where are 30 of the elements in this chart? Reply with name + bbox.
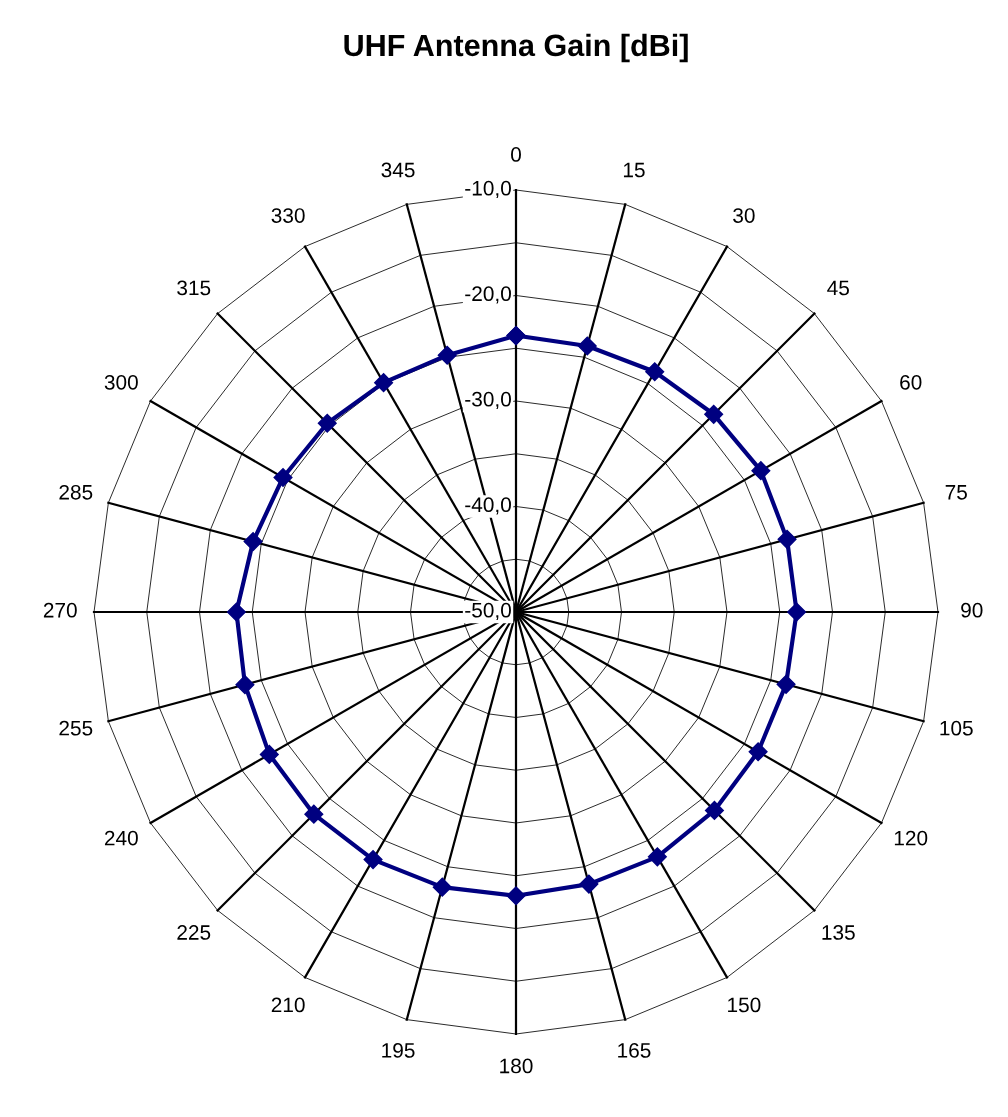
spoke-label: 135 [822,925,855,940]
spoke-label: 120 [894,830,928,846]
spoke-label: 330 [271,208,305,223]
spoke-label: 75 [945,485,967,500]
spoke-label: 315 [177,280,211,296]
spoke-label: 240 [104,830,138,846]
spoke-label: 45 [827,280,849,296]
y-tick-label: -30,0 [465,391,511,410]
spoke-label: 180 [500,1058,533,1074]
spoke-label: 30 [733,208,755,223]
spoke-label: 210 [271,997,305,1013]
spoke-label: 195 [382,1043,415,1058]
spoke-label: 150 [728,997,761,1013]
spoke-label: 345 [381,162,415,178]
chart-title: UHF Antenna Gain [dBi] [344,33,688,63]
y-tick-label: -20,0 [465,286,511,304]
spoke-label: 15 [623,162,645,178]
spoke-label: 225 [177,925,211,940]
spoke-label: 60 [900,374,922,390]
spoke-label: 0 [511,147,521,162]
spoke-label: 300 [104,374,138,390]
spoke-label: 270 [43,602,77,618]
spoke-label: 285 [59,484,93,500]
y-tick-label: -10,0 [465,180,511,199]
spoke-label: 165 [618,1043,651,1058]
spoke-label: 90 [961,602,983,618]
spoke-label: 255 [59,720,93,736]
y-tick-label: -40,0 [465,497,511,515]
spoke-label: 105 [940,720,973,736]
y-tick-label: -50,0 [465,602,511,621]
